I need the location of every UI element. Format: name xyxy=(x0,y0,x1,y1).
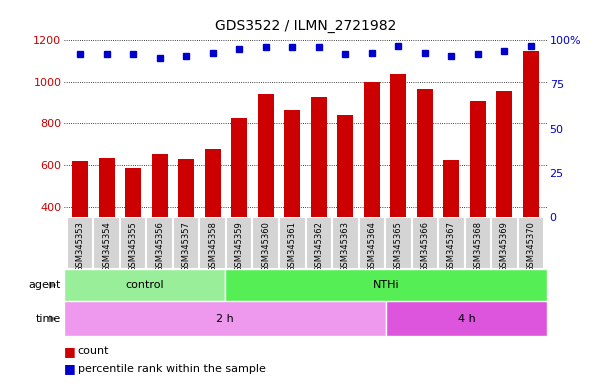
Bar xyxy=(178,159,194,290)
Text: GSM345363: GSM345363 xyxy=(341,221,349,272)
Text: NTHi: NTHi xyxy=(373,280,399,290)
Bar xyxy=(147,217,173,269)
Text: agent: agent xyxy=(29,280,61,290)
Text: GSM345357: GSM345357 xyxy=(181,221,191,272)
Text: percentile rank within the sample: percentile rank within the sample xyxy=(78,364,265,374)
Bar xyxy=(93,217,120,269)
Bar xyxy=(64,301,386,336)
Bar xyxy=(205,149,221,290)
Text: GSM345353: GSM345353 xyxy=(76,221,84,272)
Bar xyxy=(284,110,300,290)
Text: GSM345356: GSM345356 xyxy=(155,221,164,272)
Bar xyxy=(152,154,167,290)
Text: GSM345366: GSM345366 xyxy=(420,221,430,272)
Bar xyxy=(98,158,114,290)
Bar xyxy=(337,115,353,290)
Bar xyxy=(523,51,539,290)
Bar xyxy=(412,217,438,269)
Bar xyxy=(390,74,406,290)
Bar xyxy=(199,217,226,269)
Text: GSM345364: GSM345364 xyxy=(367,221,376,272)
Bar xyxy=(225,269,547,301)
Bar xyxy=(444,160,459,290)
Text: GSM345370: GSM345370 xyxy=(527,221,535,272)
Bar xyxy=(470,101,486,290)
Bar xyxy=(497,91,513,290)
Bar xyxy=(173,217,199,269)
Text: GSM345354: GSM345354 xyxy=(102,221,111,272)
Bar xyxy=(258,94,274,290)
Bar xyxy=(417,89,433,290)
Bar xyxy=(252,217,279,269)
Bar xyxy=(438,217,464,269)
Bar xyxy=(279,217,306,269)
Bar xyxy=(385,217,412,269)
Text: count: count xyxy=(78,346,109,356)
Bar xyxy=(464,217,491,269)
Text: ■: ■ xyxy=(64,345,76,358)
Bar xyxy=(332,217,359,269)
Bar xyxy=(386,301,547,336)
Text: GSM345360: GSM345360 xyxy=(262,221,270,272)
Text: 4 h: 4 h xyxy=(458,314,475,324)
Text: ■: ■ xyxy=(64,362,76,375)
Bar xyxy=(120,217,147,269)
Bar xyxy=(64,269,225,301)
Bar xyxy=(311,97,327,290)
Bar xyxy=(72,161,88,290)
Bar xyxy=(364,82,380,290)
Bar xyxy=(231,118,247,290)
Text: GSM345362: GSM345362 xyxy=(314,221,323,272)
Text: GSM345368: GSM345368 xyxy=(474,221,483,272)
Text: GSM345365: GSM345365 xyxy=(394,221,403,272)
Text: GSM345367: GSM345367 xyxy=(447,221,456,272)
Text: GSM345358: GSM345358 xyxy=(208,221,217,272)
Bar xyxy=(359,217,385,269)
Bar xyxy=(518,217,544,269)
Bar xyxy=(306,217,332,269)
Text: time: time xyxy=(36,314,61,324)
Text: control: control xyxy=(125,280,164,290)
Bar xyxy=(125,168,141,290)
Text: GSM345359: GSM345359 xyxy=(235,221,244,272)
Text: GDS3522 / ILMN_2721982: GDS3522 / ILMN_2721982 xyxy=(215,19,396,33)
Bar xyxy=(226,217,252,269)
Text: GSM345369: GSM345369 xyxy=(500,221,509,272)
Text: 2 h: 2 h xyxy=(216,314,234,324)
Text: GSM345355: GSM345355 xyxy=(128,221,137,272)
Text: GSM345361: GSM345361 xyxy=(288,221,297,272)
Bar xyxy=(67,217,93,269)
Bar xyxy=(491,217,518,269)
